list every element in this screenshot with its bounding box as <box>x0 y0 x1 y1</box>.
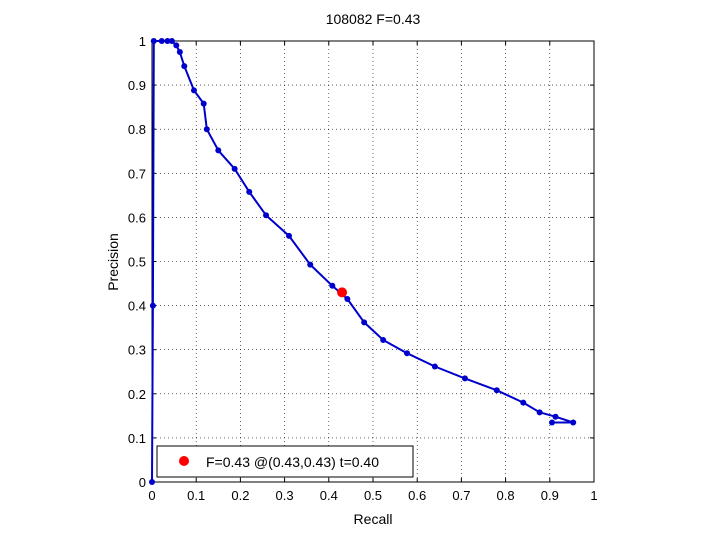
highlight-group <box>337 287 348 298</box>
data-point <box>344 295 351 302</box>
data-point <box>461 375 468 382</box>
data-point <box>203 126 210 133</box>
data-point <box>149 302 156 309</box>
y-tick-label: 0.4 <box>128 299 146 314</box>
y-tick-label: 0.5 <box>128 255 146 270</box>
data-point <box>493 387 500 394</box>
data-point <box>231 165 238 172</box>
data-point <box>181 63 188 70</box>
chart-title: 108082 F=0.43 <box>326 11 421 27</box>
data-point <box>431 363 438 370</box>
data-point <box>329 282 336 289</box>
data-point <box>361 319 368 326</box>
x-axis-label: Recall <box>354 511 393 527</box>
x-tick-label: 0 <box>148 488 155 503</box>
data-point <box>246 188 253 195</box>
f-measure-point <box>337 287 348 298</box>
x-tick-label: 0.2 <box>231 488 249 503</box>
x-tick-label: 0.8 <box>497 488 515 503</box>
data-point <box>520 399 527 406</box>
x-tick-label: 0.9 <box>541 488 559 503</box>
grid-lines <box>152 41 594 482</box>
data-point <box>536 409 543 416</box>
data-point <box>164 38 171 44</box>
legend-marker <box>179 456 189 466</box>
data-point <box>307 261 314 268</box>
legend: F=0.43 @(0.43,0.43) t=0.40 <box>156 445 414 478</box>
data-point <box>286 232 293 239</box>
legend-label: F=0.43 @(0.43,0.43) t=0.40 <box>206 454 379 470</box>
y-tick-label: 0.1 <box>128 431 146 446</box>
data-point <box>552 413 559 420</box>
y-tick-label: 0 <box>139 475 146 490</box>
data-point <box>263 212 270 219</box>
data-point <box>173 42 180 49</box>
data-point <box>570 419 577 426</box>
data-point <box>149 479 155 485</box>
x-tick-label: 0.4 <box>320 488 338 503</box>
data-point <box>200 100 207 107</box>
x-tick-label: 0.1 <box>187 488 205 503</box>
y-tick-label: 0.6 <box>128 210 146 225</box>
x-tick-label: 0.3 <box>276 488 294 503</box>
axis-ticks: 0 0.1 0.2 0.3 0.4 0.5 0.6 0.7 0.8 0.9 1 0 0.1 0.2 0.3 0… <box>128 34 598 503</box>
data-point <box>549 419 556 426</box>
y-tick-label: 0.7 <box>128 166 146 181</box>
data-point <box>176 49 183 56</box>
data-point <box>158 38 165 44</box>
data-point <box>150 38 157 44</box>
y-tick-label: 0.2 <box>128 387 146 402</box>
y-tick-label: 0.3 <box>128 343 146 358</box>
data-point <box>404 350 411 357</box>
series-group <box>149 38 577 485</box>
y-tick-label: 0.8 <box>128 122 146 137</box>
x-tick-label: 0.7 <box>452 488 470 503</box>
data-point <box>168 38 175 44</box>
data-point <box>190 87 197 94</box>
data-point <box>380 336 387 343</box>
y-tick-label: 1 <box>139 34 146 49</box>
x-tick-label: 1 <box>590 488 597 503</box>
legend-box <box>156 445 414 478</box>
y-axis-label: Precision <box>105 233 121 291</box>
x-tick-label: 0.6 <box>408 488 426 503</box>
x-tick-label: 0.5 <box>364 488 382 503</box>
data-point <box>215 147 222 154</box>
y-tick-label: 0.9 <box>128 78 146 93</box>
